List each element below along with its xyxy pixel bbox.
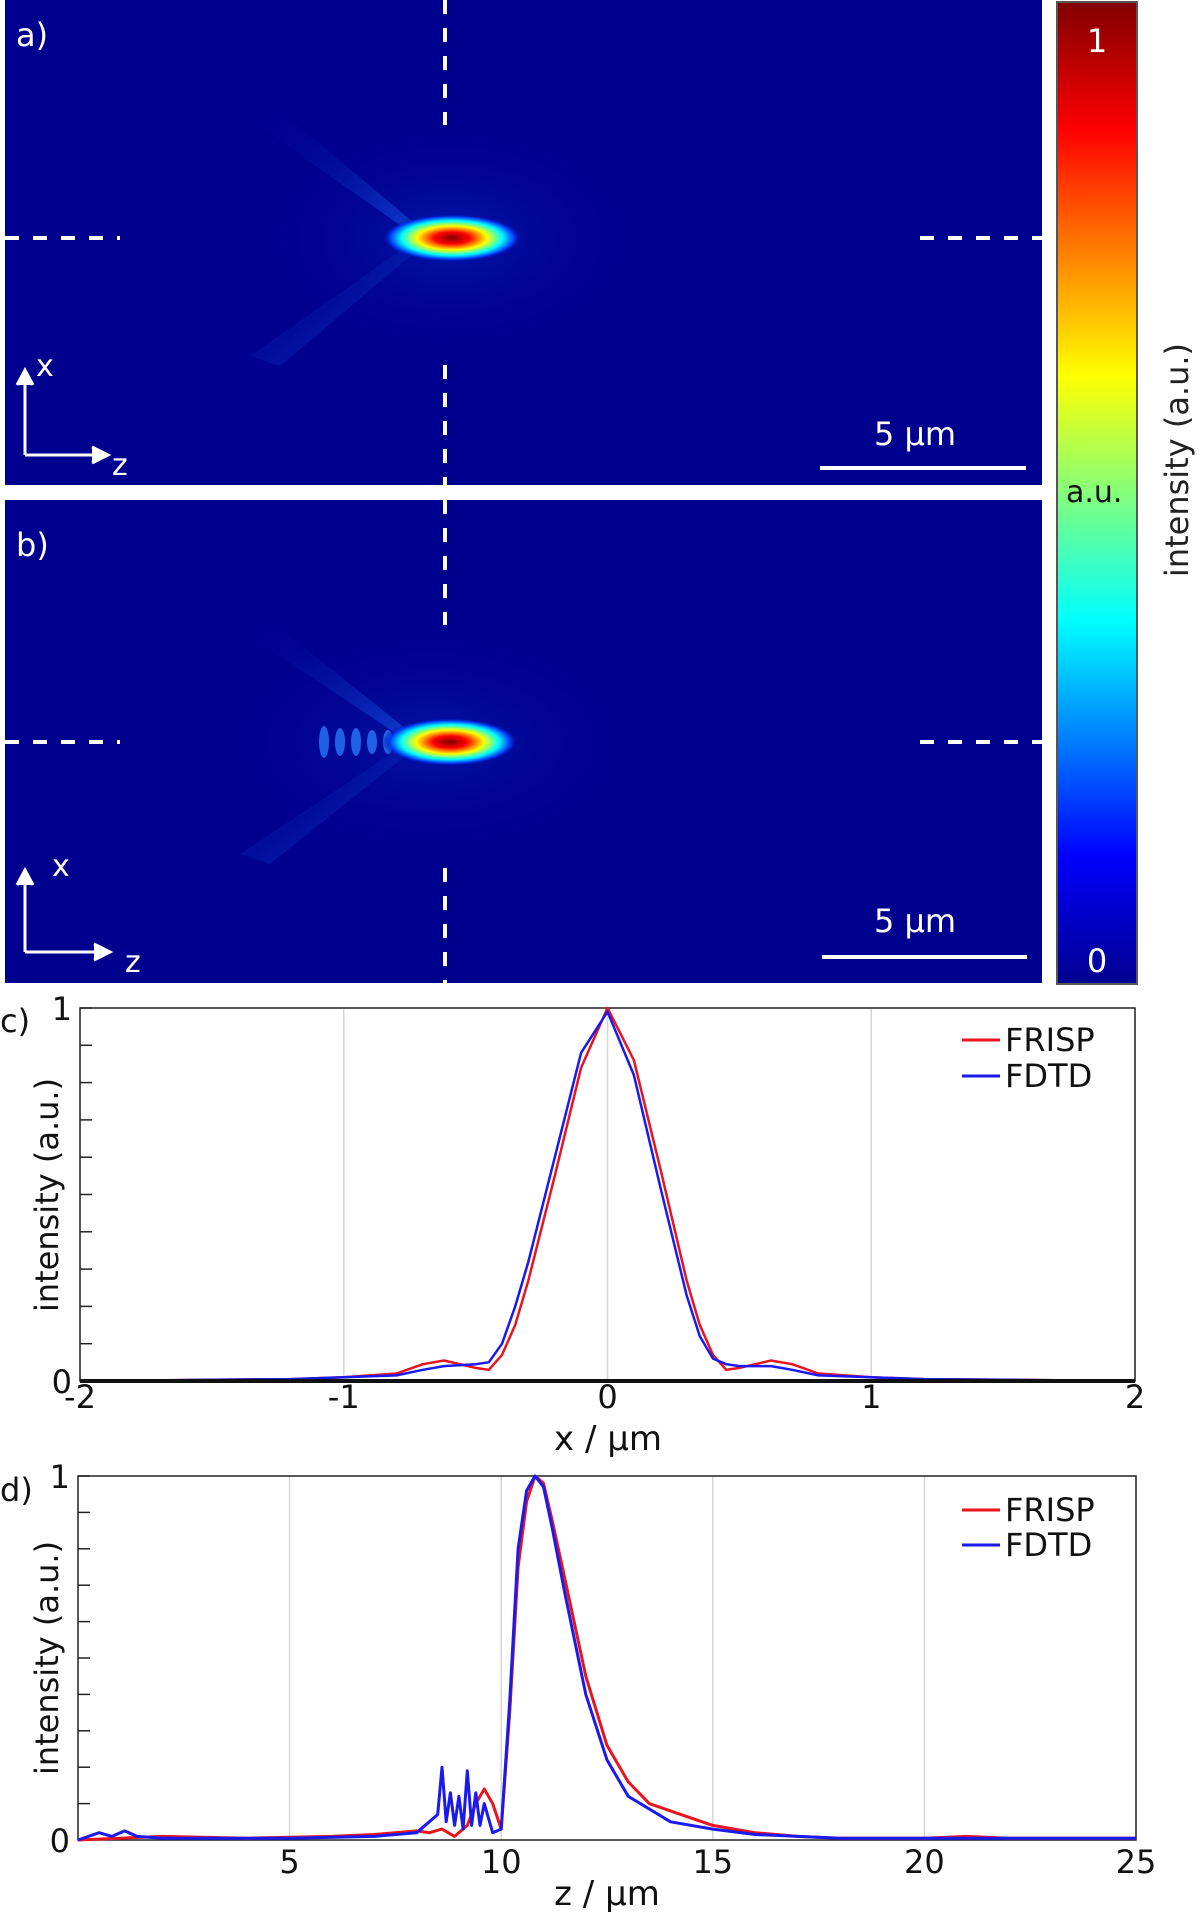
chart-c-label: c) [0,1002,30,1040]
panel-a-label: a) [16,16,48,54]
chart-d-ylabel: intensity (a.u.) [28,1541,66,1775]
colorbar-mid-label: a.u. [1066,475,1122,510]
colorbar-min-label: 0 [1087,942,1107,980]
chart-c-xticklabel-4: 2 [1125,1378,1145,1416]
chart-d-yticklabels: 01 [50,1458,70,1860]
panel-b-scalebar-label: 5 µm [874,902,956,940]
chart-d-series-fdtd [77,1474,1136,1842]
chart-c-grid [79,1008,1136,1381]
panel-a-hotspot [382,214,522,262]
panel-b-hotspot [382,718,518,766]
chart-c-xticklabel-2: 0 [597,1378,617,1416]
chart-c-ticks [80,1007,92,1382]
panel-b-axes-icon [15,866,114,962]
panel-a-axis-z: z [112,448,128,483]
panel-b-label: b) [16,526,49,564]
panel-b-beam-upper [240,620,410,736]
chart-c-ylabel: intensity (a.u.) [28,1078,66,1312]
panel-b: b) x z 5 µm [5,500,1042,983]
chart-d-yticklabel-0: 0 [50,1822,70,1860]
chart-c-legend-fdtd: FDTD [1005,1057,1092,1095]
chart-c-xticklabel-1: -1 [328,1378,360,1416]
chart-c-xticklabels: -2 -1 0 1 2 [64,1378,1145,1416]
chart-c-yticklabel-0: 0 [52,1363,72,1401]
chart-d-legend: FRISP FDTD [962,1491,1095,1564]
colorbar-title: intensity (a.u.) [1158,343,1196,577]
panel-a-scalebar-label: 5 µm [874,415,956,453]
chart-c-legend: FRISP FDTD [962,1021,1095,1095]
chart-d-xlabel: z / µm [554,1874,660,1913]
panel-b-beam-lower [240,748,410,864]
chart-d-label: d) [0,1471,33,1509]
colorbar-gradient [1056,1,1138,985]
panel-a: a) x z 5 µm [5,0,1042,485]
chart-c-xlabel: x / µm [554,1419,662,1459]
panel-b-axis-x: x [52,849,70,884]
chart-d-legend-fdtd: FDTD [1005,1526,1092,1564]
chart-d: d) 5 10 15 20 25 01 z / µm intensity (a.u.) … [0,1458,1156,1913]
chart-d-series-frisp [77,1474,1136,1842]
chart-c-xticklabel-3: 1 [861,1378,881,1416]
chart-d-xticklabel-3: 20 [904,1843,945,1881]
chart-c: c) -2 -1 0 1 2 01 x / µm intensity (a.u.) FR… [0,990,1145,1459]
chart-d-frame [77,1475,1137,1841]
chart-d-ticks [78,1475,90,1841]
chart-c-series-fdtd [79,1010,1136,1383]
chart-c-legend-frisp: FRISP [1005,1021,1095,1059]
chart-c-series-frisp [79,1006,1136,1383]
colorbar-max-label: 1 [1087,22,1107,60]
chart-d-xticklabel-0: 5 [279,1843,299,1881]
colorbar: 1 a.u. 0 intensity (a.u.) [1056,1,1196,985]
chart-c-yticklabel-1: 1 [52,990,72,1028]
panel-a-axes-icon [15,366,112,465]
chart-c-xticklabel-0: -2 [64,1378,96,1416]
panel-b-axis-z: z [125,945,141,980]
chart-d-xticklabel-4: 25 [1116,1843,1157,1881]
chart-d-yticklabel-1: 1 [50,1458,70,1496]
panel-a-beam-lower [250,244,420,366]
chart-d-xticklabels: 5 10 15 20 25 [279,1843,1156,1881]
chart-d-legend-frisp: FRISP [1005,1491,1095,1529]
chart-c-yticklabels: 01 [52,990,72,1401]
panel-a-axis-x: x [36,349,54,384]
chart-d-xticklabel-2: 15 [692,1843,733,1881]
panel-a-beam-upper [250,110,420,232]
chart-d-xticklabel-1: 10 [481,1843,522,1881]
